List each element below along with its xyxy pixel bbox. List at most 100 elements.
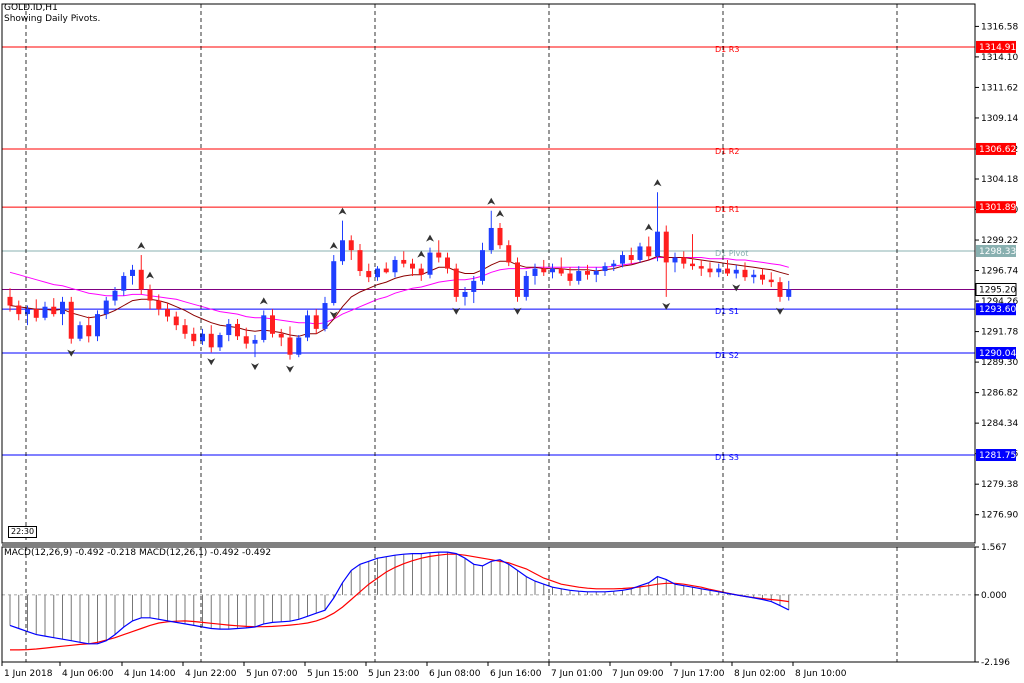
candle-body: [296, 337, 302, 355]
candle-body: [585, 271, 590, 275]
candle-body: [567, 273, 573, 281]
candle-body: [357, 250, 363, 272]
candle-body: [42, 306, 48, 318]
candle-body: [480, 250, 485, 281]
candle-body: [200, 333, 205, 342]
candle-body: [742, 269, 748, 278]
pivot-line-label: D1 R1: [715, 205, 739, 214]
macd-frame: [1, 546, 976, 663]
candle-body: [698, 266, 704, 269]
fractal-down-arrow: [207, 358, 216, 366]
candle-body: [462, 291, 468, 297]
candle-body: [348, 240, 354, 251]
candle-body: [340, 240, 345, 262]
price-pane[interactable]: D1 R3 D1 R2 D1 R1 D1 Pivot D1 S1 D1 S2 D1 S3: [2, 45, 975, 462]
candle-body: [86, 325, 92, 337]
pivot-line-label: D1 S1: [715, 307, 739, 316]
fractal-down-arrow: [513, 307, 522, 315]
candle-body: [121, 275, 127, 291]
pivot-price-box: [976, 201, 1016, 214]
candle-body: [707, 268, 713, 273]
current-price-value: 1295.20: [979, 285, 1016, 295]
candle-body: [138, 269, 144, 290]
candle-body: [182, 325, 188, 334]
pivot-price-box: [976, 346, 1016, 359]
macd-tick-label: 0.000: [981, 591, 1007, 601]
pivot-price-value: 1314.91: [979, 43, 1016, 53]
candle-body: [375, 268, 380, 278]
candle-body: [77, 325, 83, 339]
candle-body: [103, 300, 109, 315]
time-axis-label: 7 Jun 17:00: [673, 669, 725, 679]
time-axis-label: 7 Jun 09:00: [612, 669, 664, 679]
candle-body: [305, 315, 310, 338]
pivot-price-value: 1281.75: [979, 451, 1016, 461]
pivot-subtitle: Showing Daily Pivots.: [4, 14, 101, 24]
candle-body: [112, 290, 118, 301]
candle-body: [751, 274, 757, 278]
candle-body: [165, 309, 170, 317]
pivot-line-label: D1 R3: [715, 45, 739, 54]
price-tick-label: 1279.38: [981, 480, 1018, 490]
candle-body: [445, 257, 450, 269]
time-axis-label: 5 Jun 07:00: [246, 669, 298, 679]
candle-body: [60, 301, 65, 315]
macd-main-line: [9, 551, 790, 645]
price-tick-label: 1299.22: [981, 236, 1018, 246]
fractal-down-arrow: [732, 284, 741, 292]
candle-body: [427, 252, 433, 275]
candle-body: [558, 268, 564, 274]
time-axis-label: 5 Jun 15:00: [307, 669, 359, 679]
candle-body: [777, 282, 783, 297]
candle-body: [68, 301, 74, 339]
candle-body: [156, 300, 162, 310]
candle-body: [611, 263, 617, 267]
candle-body: [523, 275, 529, 297]
fractal-down-arrow: [286, 365, 294, 373]
time-axis-label: 5 Jun 23:00: [368, 669, 420, 679]
fractal-up-arrow: [496, 210, 504, 218]
price-tick-label: 1276.90: [981, 511, 1018, 521]
candle-body: [637, 246, 643, 260]
candle-body: [488, 227, 494, 251]
macd-pane[interactable]: [2, 551, 975, 651]
fractal-up-arrow: [653, 179, 662, 187]
candle-body: [506, 245, 512, 263]
time-axis-label: 6 Jun 08:00: [429, 669, 481, 679]
fractal-up-arrow: [487, 197, 496, 205]
candle-body: [760, 274, 765, 280]
candle-body: [602, 266, 608, 272]
fractal-up-arrow: [259, 297, 268, 305]
candle-body: [226, 323, 232, 336]
candle-body: [217, 335, 223, 348]
candle-body: [366, 271, 372, 278]
price-tick-label: 1286.82: [981, 389, 1018, 399]
candle-body: [261, 315, 267, 340]
candle-body: [663, 231, 669, 263]
axes: 1316.58 1314.10 1311.62 1309.14 1306.62 1304.…: [1, 3, 1018, 679]
candle-body: [313, 315, 319, 329]
fractal-up-arrow: [146, 271, 154, 279]
candle-body: [620, 255, 625, 264]
candle-body: [716, 268, 722, 273]
candle-body: [25, 309, 30, 315]
candle-body: [322, 303, 328, 329]
pivot-price-box: [976, 142, 1016, 155]
candle-body: [541, 268, 547, 273]
candle-body: [130, 269, 135, 276]
price-tick-label: 1311.62: [981, 83, 1018, 93]
pivot-price-box: [976, 449, 1016, 462]
candle-body: [418, 268, 424, 275]
candle-body: [532, 268, 538, 276]
candle-body: [51, 306, 57, 315]
fractal-up-arrow: [417, 250, 426, 258]
fractal-down-arrow: [776, 307, 784, 315]
candle-body: [725, 268, 730, 274]
candle-body: [681, 257, 687, 264]
pivot-price-value: 1293.60: [979, 305, 1016, 315]
time-axis-label: 4 Jun 06:00: [62, 669, 114, 679]
fractal-up-arrow: [329, 242, 338, 250]
time-axis-label: 6 Jun 16:00: [490, 669, 542, 679]
pivot-price-box: [976, 40, 1016, 53]
